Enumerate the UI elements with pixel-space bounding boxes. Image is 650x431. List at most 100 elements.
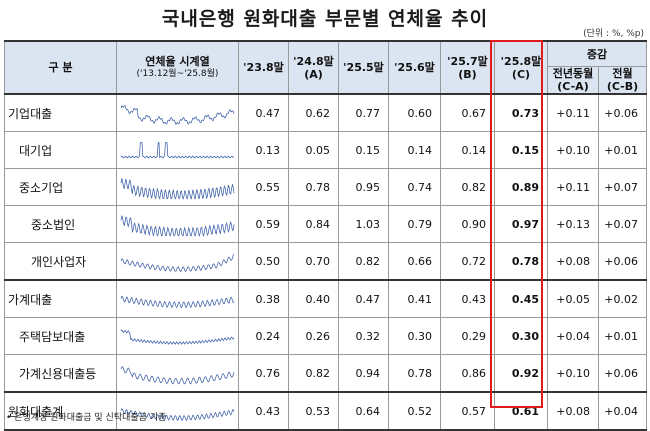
value-cell: 0.47 bbox=[338, 279, 389, 318]
change-yoy-cell: +0.11 bbox=[547, 93, 599, 132]
header-col-258-sub: (C) bbox=[511, 67, 531, 81]
row-label: 개인사업자 bbox=[31, 254, 87, 269]
value-cell: 0.86 bbox=[440, 354, 495, 393]
sparkline-cell bbox=[116, 391, 239, 431]
change-yoy-cell: +0.10 bbox=[547, 354, 599, 393]
change-yoy-cell: +0.11 bbox=[547, 168, 599, 206]
sparkline bbox=[120, 408, 235, 422]
sparkline bbox=[120, 295, 235, 309]
value-cell: 0.43 bbox=[440, 279, 495, 318]
value-cell: 0.26 bbox=[288, 317, 339, 355]
value-cell: 0.78 bbox=[388, 354, 441, 393]
value-cell: 0.82 bbox=[338, 242, 389, 281]
header-change-yoy: 전년동월 (C-A) bbox=[547, 66, 599, 95]
sparkline bbox=[120, 178, 235, 200]
row-label-cell: 중소법인 bbox=[4, 205, 117, 243]
sparkline-path bbox=[120, 105, 235, 126]
value-cell: 0.95 bbox=[338, 168, 389, 206]
change-mom-cell: +0.01 bbox=[598, 131, 647, 169]
value-cell: 0.52 bbox=[388, 391, 441, 431]
header-change-mom-label: 전월 bbox=[612, 67, 633, 80]
sparkline bbox=[120, 105, 235, 126]
value-cell: 0.77 bbox=[338, 93, 389, 132]
sparkline-path bbox=[120, 214, 235, 237]
table-row: 중소법인 0.59 0.84 1.03 0.79 0.90 0.97 +0.13 +0.07 bbox=[4, 205, 647, 243]
value-cell: 0.73 bbox=[494, 93, 548, 132]
table-row: 원화대출계 0.43 0.53 0.64 0.52 0.57 0.61 +0.08 +0.04 bbox=[4, 391, 647, 431]
sparkline-cell bbox=[116, 279, 239, 318]
sparkline-path bbox=[120, 253, 235, 273]
change-yoy-cell: +0.10 bbox=[547, 131, 599, 169]
value-cell: 0.66 bbox=[388, 242, 441, 281]
value-cell: 0.29 bbox=[440, 317, 495, 355]
change-mom-cell: +0.01 bbox=[598, 317, 647, 355]
value-cell: 0.79 bbox=[388, 205, 441, 243]
header-col-257-label: '25.7말 bbox=[447, 54, 488, 68]
sparkline bbox=[120, 329, 235, 345]
value-cell: 0.64 bbox=[338, 391, 389, 431]
row-label: 중소기업 bbox=[19, 180, 64, 195]
sparkline-cell bbox=[116, 317, 239, 355]
header-series: 연체율 시계열 ('13.12월~'25.8월) bbox=[116, 40, 239, 95]
header-series-label: 연체율 시계열 bbox=[145, 54, 210, 68]
header-change-mom-sub: (C-B) bbox=[606, 80, 639, 93]
change-mom-cell: +0.07 bbox=[598, 205, 647, 243]
sparkline bbox=[120, 142, 235, 159]
value-cell: 0.78 bbox=[494, 242, 548, 281]
value-cell: 0.76 bbox=[238, 354, 289, 393]
header-series-range: ('13.12월~'25.8월) bbox=[136, 68, 219, 79]
row-label: 가계신용대출등 bbox=[19, 366, 97, 381]
value-cell: 0.45 bbox=[494, 279, 548, 318]
value-cell: 0.62 bbox=[288, 93, 339, 132]
header-change-mom: 전월 (C-B) bbox=[598, 66, 647, 95]
header-col-257: '25.7말 (B) bbox=[440, 40, 495, 95]
row-label-cell: 기업대출 bbox=[4, 93, 117, 132]
change-yoy-cell: +0.13 bbox=[547, 205, 599, 243]
value-cell: 0.32 bbox=[338, 317, 389, 355]
value-cell: 0.89 bbox=[494, 168, 548, 206]
sparkline bbox=[120, 366, 235, 385]
change-mom-cell: +0.02 bbox=[598, 279, 647, 318]
header-col-257-sub: (B) bbox=[458, 67, 477, 81]
value-cell: 0.43 bbox=[238, 391, 289, 431]
value-cell: 0.94 bbox=[338, 354, 389, 393]
header-change-yoy-sub: (C-A) bbox=[557, 80, 589, 93]
change-mom-cell: +0.04 bbox=[598, 391, 647, 431]
value-cell: 0.90 bbox=[440, 205, 495, 243]
header-col-258: '25.8말 (C) bbox=[494, 40, 548, 95]
row-label-cell: 가계신용대출등 bbox=[4, 354, 117, 393]
table-row: 가계신용대출등 0.76 0.82 0.94 0.78 0.86 0.92 +0.10 +0.0… bbox=[4, 354, 647, 393]
change-mom-cell: +0.07 bbox=[598, 168, 647, 206]
header-col-248: '24.8말 (A) bbox=[288, 40, 339, 95]
row-label: 주택담보대출 bbox=[19, 329, 86, 344]
change-yoy-cell: +0.05 bbox=[547, 279, 599, 318]
table-row: 기업대출 0.47 0.62 0.77 0.60 0.67 0.73 +0.11 +0.06 bbox=[4, 93, 647, 132]
value-cell: 0.60 bbox=[388, 93, 441, 132]
delinquency-table: 구 분 연체율 시계열 ('13.12월~'25.8월) '23.8말 '24.… bbox=[4, 40, 647, 431]
value-cell: 0.97 bbox=[494, 205, 548, 243]
value-cell: 0.15 bbox=[338, 131, 389, 169]
value-cell: 0.14 bbox=[440, 131, 495, 169]
value-cell: 0.30 bbox=[494, 317, 548, 355]
value-cell: 0.67 bbox=[440, 93, 495, 132]
value-cell: 0.41 bbox=[388, 279, 441, 318]
sparkline-cell bbox=[116, 131, 239, 169]
header-col-255: '25.5말 bbox=[338, 40, 389, 95]
sparkline-cell bbox=[116, 242, 239, 281]
value-cell: 0.55 bbox=[238, 168, 289, 206]
header-col-238: '23.8말 bbox=[238, 40, 289, 95]
sparkline-cell bbox=[116, 354, 239, 393]
sparkline-cell bbox=[116, 205, 239, 243]
sparkline-path bbox=[120, 329, 235, 345]
change-yoy-cell: +0.04 bbox=[547, 317, 599, 355]
sparkline bbox=[120, 253, 235, 273]
table-row: 가계대출 0.38 0.40 0.47 0.41 0.43 0.45 +0.05 +0.02 bbox=[4, 279, 647, 318]
row-label-cell: 주택담보대출 bbox=[4, 317, 117, 355]
page-title: 국내은행 원화대출 부문별 연체율 추이 bbox=[161, 8, 489, 30]
change-yoy-cell: +0.08 bbox=[547, 391, 599, 431]
header-col-256: '25.6말 bbox=[388, 40, 441, 95]
row-label-cell: 대기업 bbox=[4, 131, 117, 169]
header-change-yoy-label: 전년동월 bbox=[552, 67, 594, 80]
table-body: 기업대출 0.47 0.62 0.77 0.60 0.67 0.73 +0.11 +0.06 대기… bbox=[4, 93, 647, 431]
header-change: 증감 bbox=[547, 40, 647, 67]
